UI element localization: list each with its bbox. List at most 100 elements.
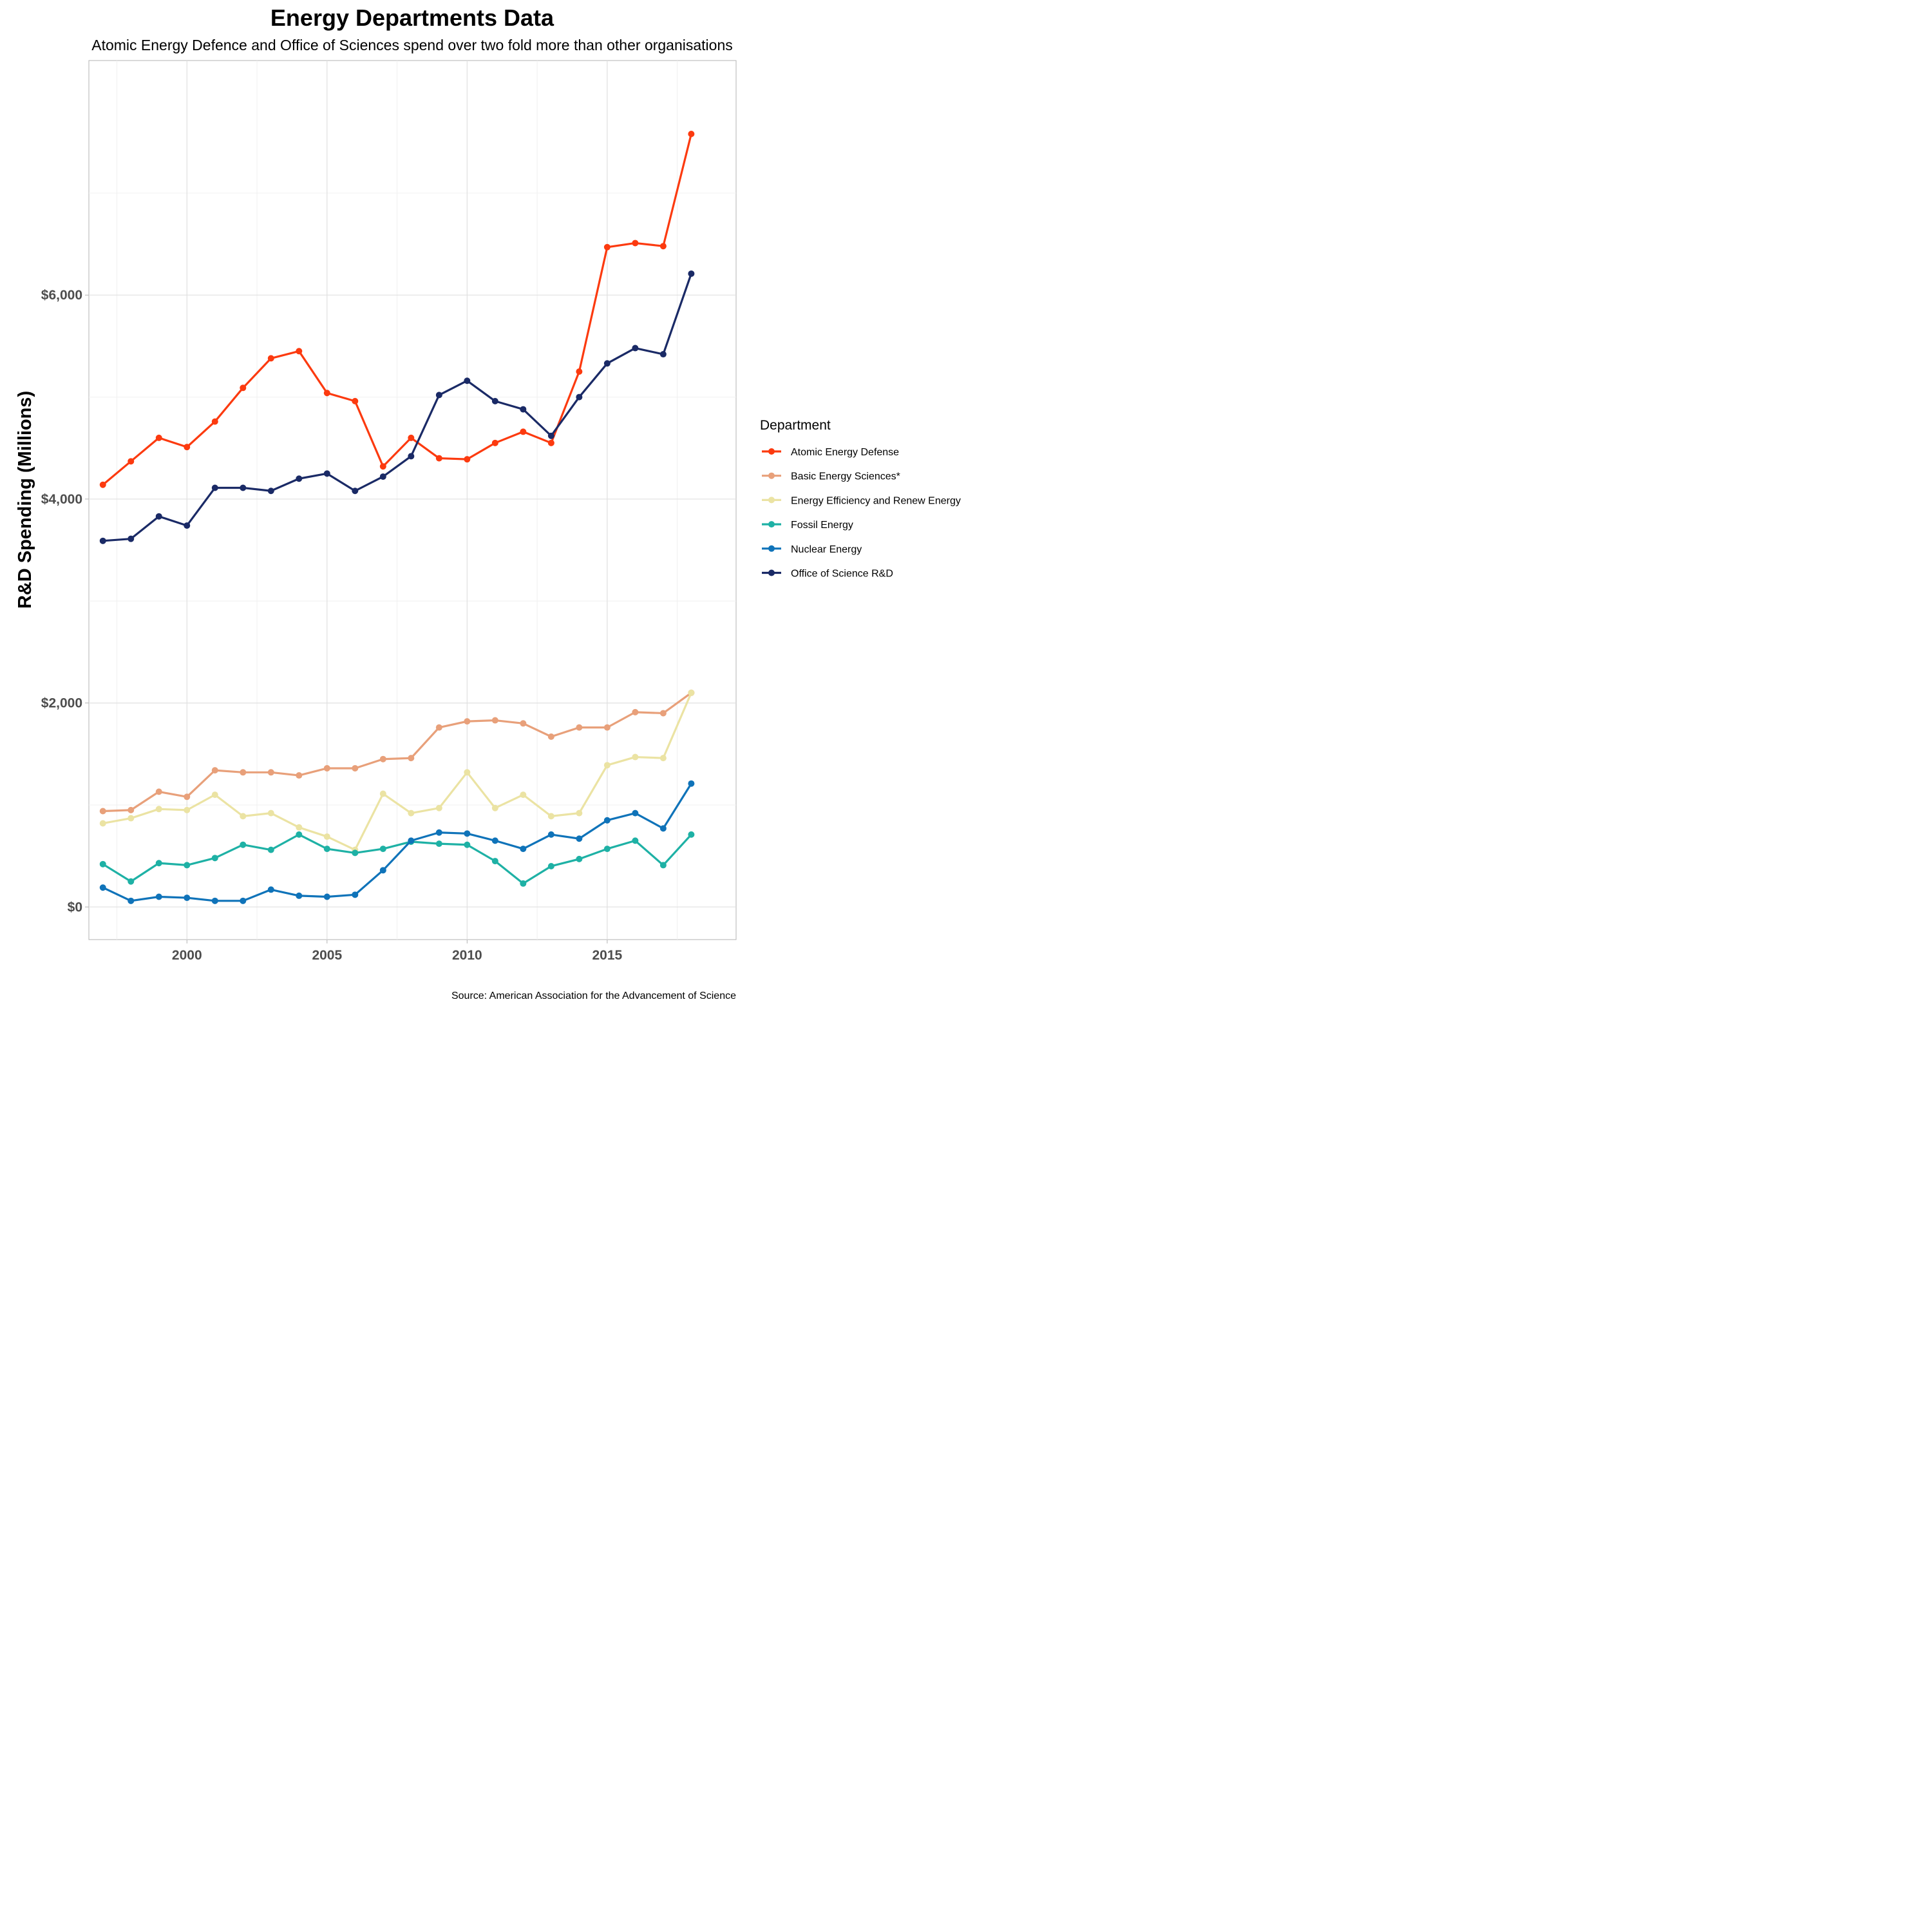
data-point (184, 895, 191, 902)
data-point (576, 724, 583, 731)
data-point (379, 790, 386, 797)
series-atomic-energy-defense (99, 131, 695, 488)
data-point (576, 835, 583, 842)
data-point (155, 513, 162, 520)
data-point (659, 351, 667, 358)
data-point (267, 488, 274, 495)
series-line (102, 133, 692, 486)
data-point (267, 769, 274, 776)
legend-title: Department (760, 418, 831, 433)
data-point (323, 390, 330, 397)
legend-key-point (768, 569, 775, 576)
data-point (576, 810, 583, 817)
plot-border (88, 60, 737, 940)
legend-label: Office of Science R&D (791, 569, 893, 580)
data-point (632, 240, 639, 247)
data-point (323, 833, 330, 840)
data-point (128, 815, 135, 822)
data-point (547, 813, 554, 820)
data-point (603, 243, 611, 251)
series-fossil-energy (99, 831, 695, 887)
data-point (379, 473, 386, 480)
data-point (267, 355, 274, 362)
data-point (211, 418, 218, 425)
legend-key-point (768, 521, 775, 528)
data-point (520, 406, 527, 413)
data-point (379, 846, 386, 853)
data-point (688, 270, 695, 277)
data-point (128, 806, 135, 813)
data-point (211, 897, 218, 904)
data-point (659, 825, 667, 832)
data-point (379, 867, 386, 874)
data-point (408, 755, 415, 762)
data-point (520, 428, 527, 435)
data-point (576, 393, 583, 401)
data-point (240, 484, 247, 491)
data-point (464, 377, 471, 384)
series-office-of-science-r-d (99, 270, 695, 544)
data-point (379, 755, 386, 762)
legend-key-point (768, 497, 775, 504)
grid-lines (89, 61, 736, 940)
data-point (603, 846, 611, 853)
plot-panel (88, 60, 737, 940)
x-tick-label: 2010 (452, 948, 482, 963)
data-point (632, 345, 639, 352)
chart-caption: Source: American Association for the Adv… (451, 990, 736, 1001)
data-point (491, 397, 498, 404)
y-axis-ticks: $0 $2,000 $4,000 $6,000 (41, 288, 89, 914)
data-point (128, 878, 135, 885)
data-point (240, 813, 247, 820)
legend-item: Basic Energy Sciences* (762, 471, 900, 482)
legend-key-point (768, 472, 775, 479)
data-point (576, 855, 583, 862)
data-series (99, 131, 695, 904)
data-point (520, 720, 527, 727)
data-point (659, 755, 667, 762)
data-point (491, 837, 498, 844)
data-point (491, 717, 498, 724)
data-point (296, 348, 303, 355)
data-point (184, 806, 191, 813)
data-point (464, 830, 471, 837)
data-point (128, 897, 135, 904)
data-point (688, 831, 695, 838)
data-point (155, 893, 162, 900)
x-tick-label: 2005 (312, 948, 342, 963)
data-point (296, 475, 303, 482)
data-point (323, 846, 330, 853)
x-tick-label: 2015 (592, 948, 623, 963)
data-point (520, 880, 527, 887)
x-tick-label: 2000 (172, 948, 202, 963)
series-line (102, 692, 692, 851)
legend: Department Atomic Energy Defense Basic En… (760, 418, 961, 580)
data-point (99, 820, 106, 827)
data-point (184, 444, 191, 451)
data-point (379, 463, 386, 470)
series-line (102, 833, 692, 885)
data-point (659, 862, 667, 869)
data-point (435, 804, 442, 811)
data-point (184, 862, 191, 869)
data-point (352, 849, 359, 857)
data-point (408, 434, 415, 441)
data-point (688, 689, 695, 696)
data-point (435, 840, 442, 848)
data-point (155, 860, 162, 867)
data-point (352, 488, 359, 495)
legend-label: Basic Energy Sciences* (791, 471, 900, 482)
legend-item: Energy Efficiency and Renew Energy (762, 495, 961, 506)
y-tick-label: $2,000 (41, 696, 82, 711)
series-nuclear-energy (99, 780, 695, 904)
data-point (435, 829, 442, 836)
data-point (184, 793, 191, 800)
data-point (603, 762, 611, 769)
data-point (435, 724, 442, 731)
data-point (211, 767, 218, 774)
data-point (547, 831, 554, 838)
data-point (520, 846, 527, 853)
data-point (267, 886, 274, 893)
data-point (211, 791, 218, 799)
data-point (491, 804, 498, 811)
